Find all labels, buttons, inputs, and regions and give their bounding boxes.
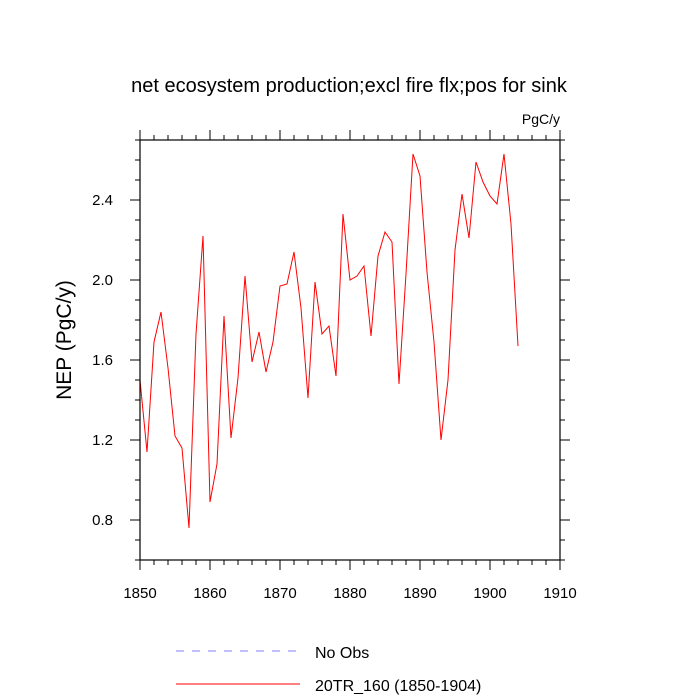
y-tick-label: 2.0 xyxy=(92,272,113,289)
y-tick-label: 0.8 xyxy=(92,512,113,529)
x-tick-label: 1880 xyxy=(333,585,366,602)
y-axis-label: NEP (PgC/y) xyxy=(53,280,76,400)
series-line-1 xyxy=(139,153,519,529)
chart-title: net ecosystem production;excl fire flx;p… xyxy=(131,75,568,97)
x-tick-labels: 1850 1860 1870 1880 1890 1900 1910 xyxy=(123,585,576,602)
x-tick-label: 1860 xyxy=(193,585,226,602)
y-tick-label: 1.2 xyxy=(92,432,113,449)
legend: No Obs 20TR_160 (1850-1904) xyxy=(176,645,481,695)
x-tick-label: 1890 xyxy=(403,585,436,602)
legend-label-20tr-160: 20TR_160 (1850-1904) xyxy=(315,678,481,695)
plot-frame xyxy=(139,139,561,561)
units-label: PgC/y xyxy=(522,111,560,127)
x-tick-label: 1850 xyxy=(123,585,156,602)
x-tick-label: 1910 xyxy=(543,585,576,602)
x-tick-label: 1870 xyxy=(263,585,296,602)
legend-label-no-obs: No Obs xyxy=(315,645,369,662)
y-tick-labels: 0.8 1.2 1.6 2.0 2.4 xyxy=(92,192,113,529)
series-layer xyxy=(139,153,519,529)
y-tick-label: 1.6 xyxy=(92,352,113,369)
axis-ticks xyxy=(130,130,570,570)
x-tick-label: 1900 xyxy=(473,585,506,602)
y-tick-label: 2.4 xyxy=(92,192,113,209)
